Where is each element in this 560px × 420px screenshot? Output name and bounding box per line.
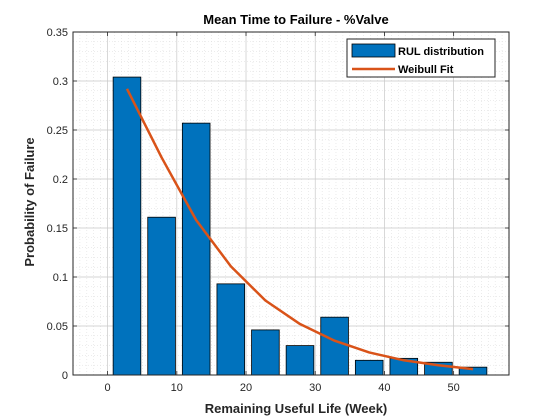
y-tick-labels: 0 0.05 0.1 0.15 0.2 0.25 0.3 0.35 (47, 27, 68, 382)
x-tick-label: 10 (171, 382, 183, 394)
bar (251, 329, 280, 376)
y-tick-label: 0.25 (47, 125, 68, 137)
x-axis-title: Remaining Useful Life (Week) (205, 401, 388, 416)
y-tick-label: 0.05 (47, 321, 68, 333)
x-tick-label: 0 (105, 382, 111, 394)
weibull-fit-line (125, 88, 474, 371)
x-tick-label: 50 (448, 382, 460, 394)
legend-label-rul: RUL distribution (398, 46, 484, 58)
plot-frame (72, 31, 510, 376)
y-tick-label: 0 (62, 370, 68, 382)
fit-line-series (125, 88, 474, 371)
y-axis-title: Probability of Failure (22, 137, 37, 266)
bar (320, 316, 349, 376)
legend: RUL distribution Weibull Fit (346, 38, 496, 78)
y-tick-label: 0.2 (53, 174, 68, 186)
x-tick-label: 30 (309, 382, 321, 394)
bar-series (112, 76, 488, 376)
legend-bar-swatch (351, 43, 396, 58)
bar (216, 283, 246, 376)
bar (112, 76, 142, 376)
legend-label-weibull: Weibull Fit (398, 64, 454, 76)
bar (354, 359, 384, 376)
y-tick-label: 0.3 (53, 76, 68, 88)
bar (147, 216, 176, 376)
chart-title: Mean Time to Failure - %Valve (203, 12, 388, 27)
bar (181, 122, 211, 376)
x-tick-label: 40 (378, 382, 390, 394)
x-tick-label: 20 (240, 382, 252, 394)
axis-ticks (73, 31, 509, 376)
x-tick-labels: 0 10 20 30 40 50 (105, 382, 460, 394)
bar (285, 345, 315, 376)
y-tick-label: 0.1 (53, 272, 68, 284)
y-tick-label: 0.15 (47, 223, 68, 235)
y-tick-label: 0.35 (47, 27, 68, 39)
